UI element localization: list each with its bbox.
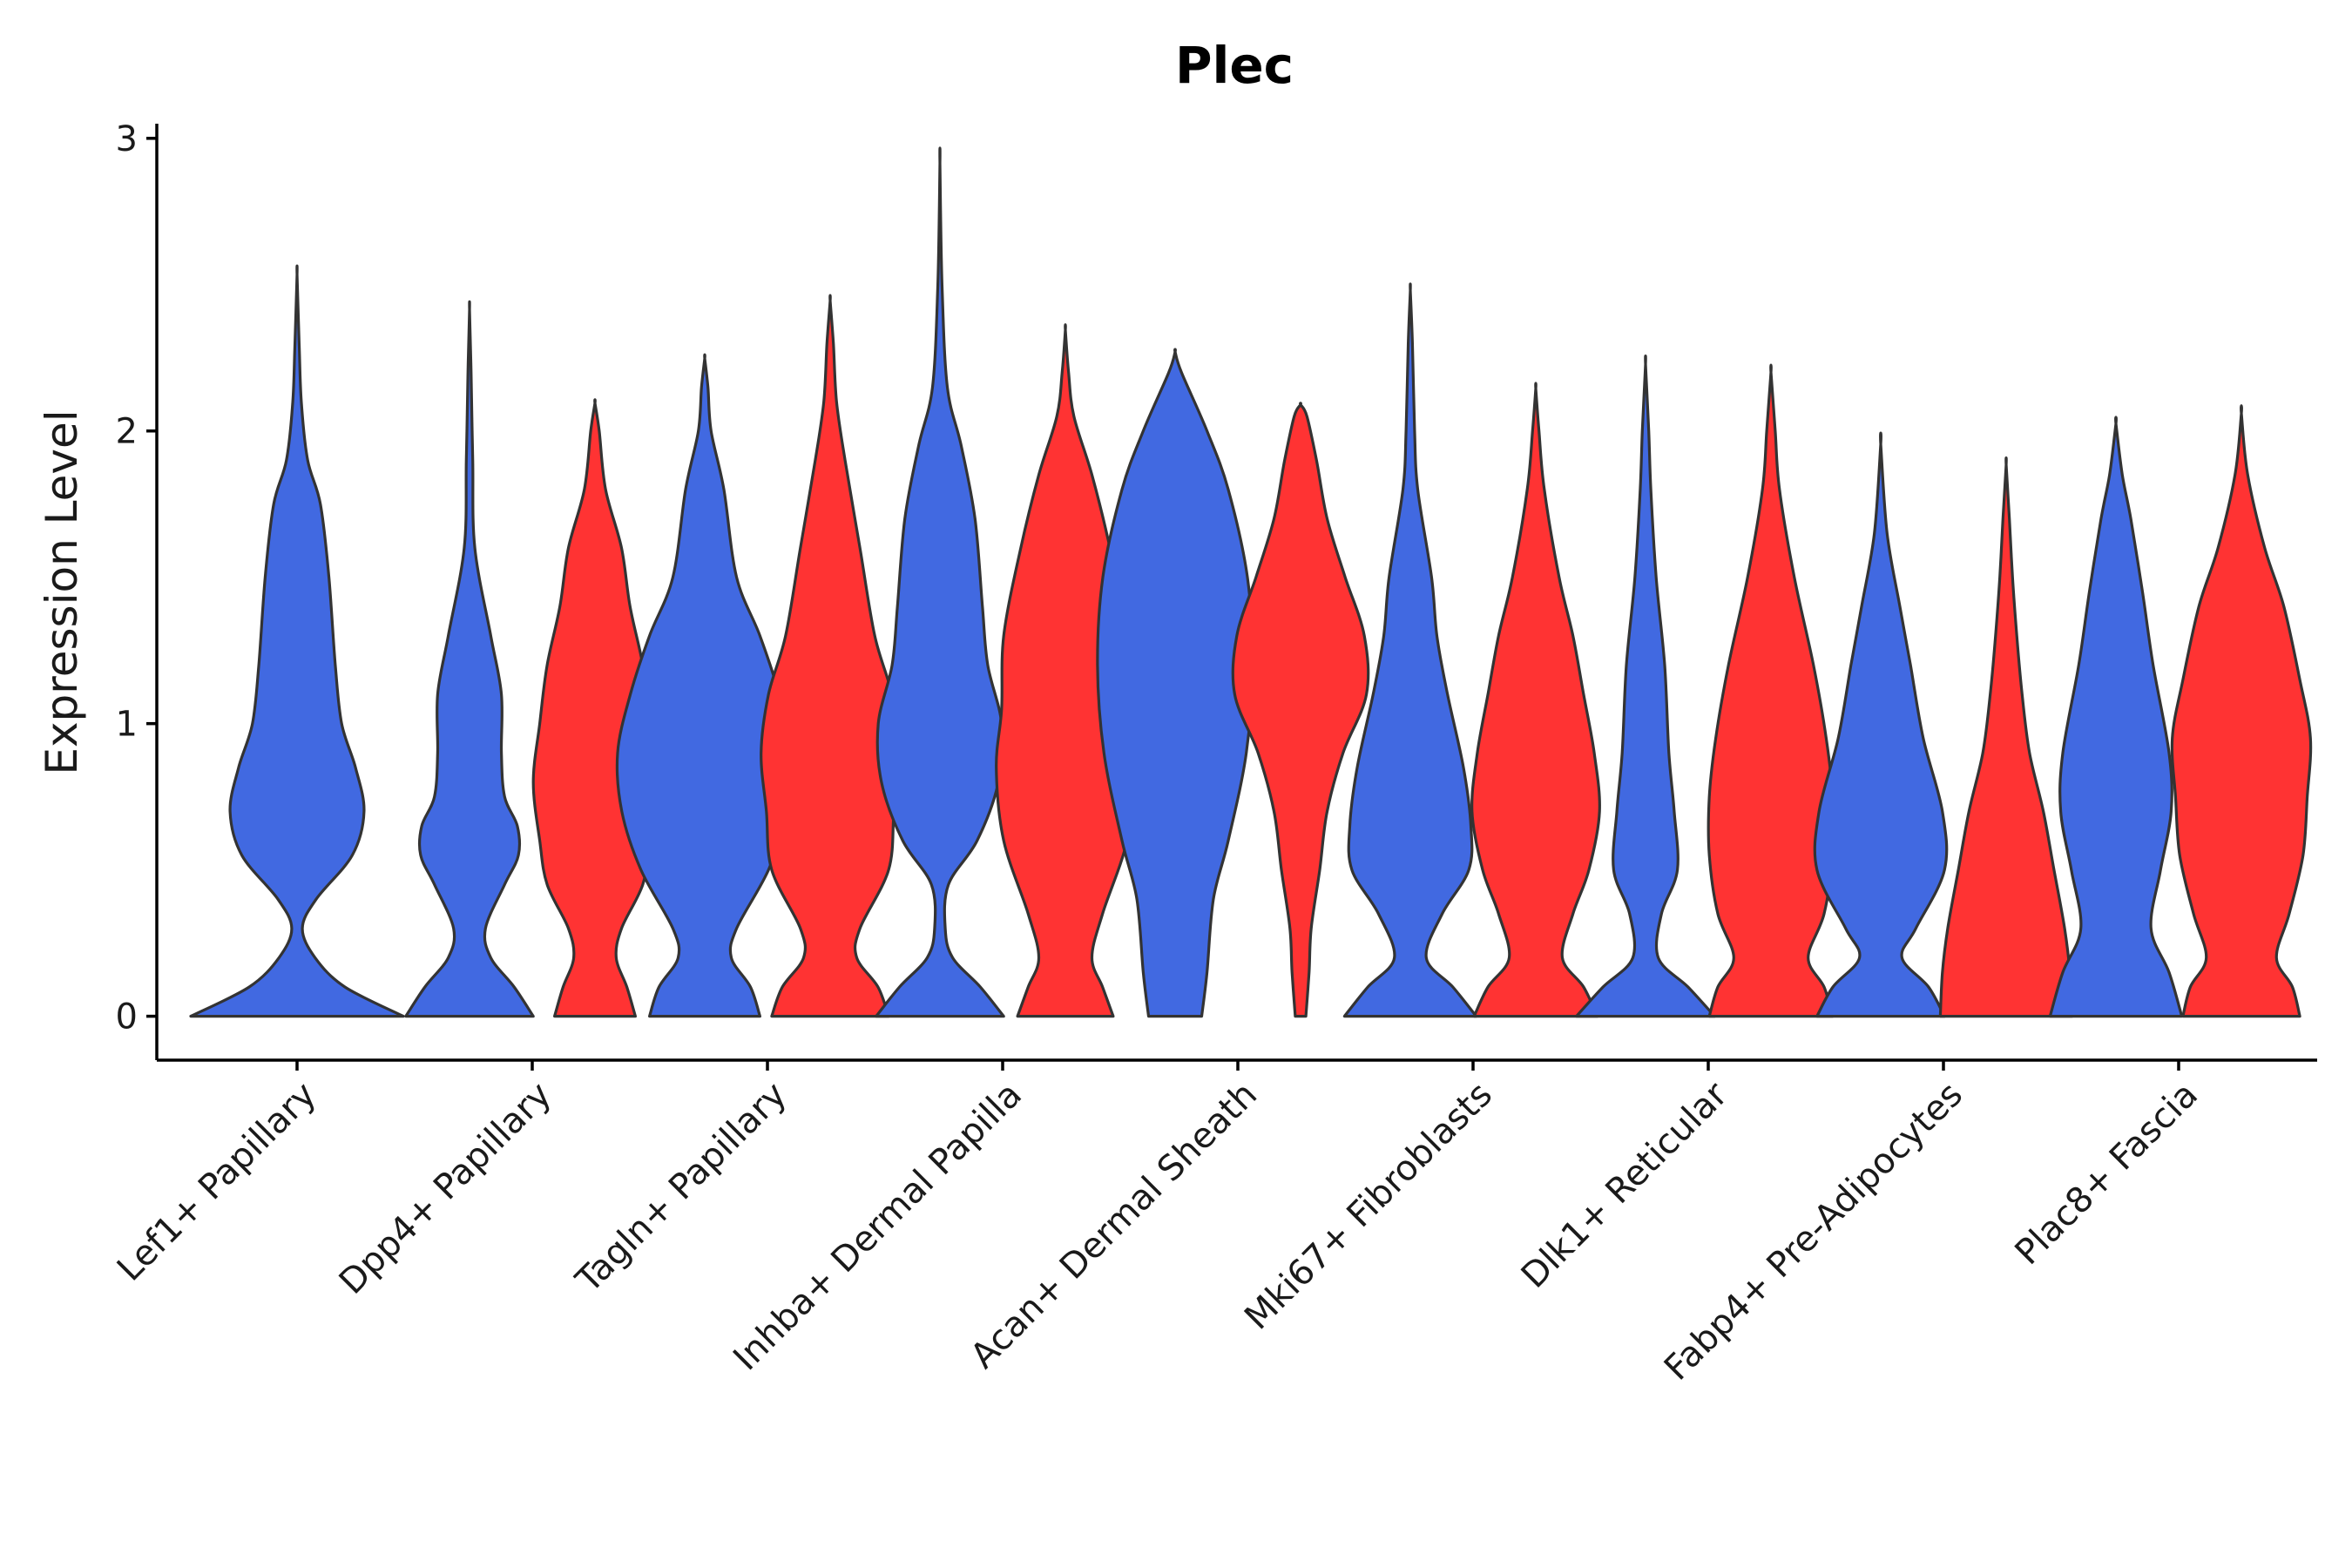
- x-tick-label: Dpp4+ Papillary: [332, 1075, 559, 1302]
- violin-1-fabp4-pre-adipocytes: [1813, 431, 1949, 1018]
- violin-2-fabp4-pre-adipocytes: [1938, 456, 2074, 1018]
- y-axis-ticks: 0 1 2 3: [116, 119, 157, 1037]
- violin-2-tagln-papillary: [760, 294, 901, 1018]
- violin-1-tagln-papillary: [615, 353, 794, 1018]
- violin-2-acan-dermal-sheath: [1231, 402, 1370, 1018]
- x-tick-label: Plac8+ Fascia: [2008, 1075, 2207, 1274]
- y-tick-label: 2: [116, 412, 138, 452]
- violin-series-group: [189, 146, 2313, 1018]
- violin-1-dpp4-papillary: [404, 300, 535, 1018]
- x-tick-label: Lef1+ Papillary: [110, 1075, 324, 1289]
- y-tick-label: 1: [116, 705, 138, 745]
- y-tick-label: 0: [116, 997, 138, 1037]
- violin-2-mki67-fibroblasts: [1470, 382, 1601, 1018]
- x-axis-ticks: Lef1+ Papillary Dpp4+ Papillary Tagln+ Pap…: [110, 1060, 2206, 1389]
- violin-1-dlk1-reticular: [1575, 354, 1716, 1018]
- x-tick-label: Mki67+ Fibroblasts: [1237, 1075, 1500, 1338]
- violin-1-mki67-fibroblasts: [1342, 282, 1478, 1018]
- violin-1-acan-dermal-sheath: [1096, 348, 1254, 1018]
- violin-2-dlk1-reticular: [1707, 363, 1835, 1018]
- x-tick-label: Dlk1+ Reticular: [1514, 1074, 1736, 1296]
- x-tick-label: Tagln+ Papillary: [568, 1075, 794, 1301]
- violin-1-lef1-papillary: [189, 264, 405, 1018]
- chart-title: Plec: [1175, 36, 1294, 95]
- y-axis-label: Expression Level: [37, 409, 87, 774]
- violin-1-inhba-dermal-papilla: [875, 146, 1005, 1018]
- violin-1-plac8-fascia: [2048, 416, 2184, 1018]
- y-tick-label: 3: [116, 119, 138, 159]
- violin-2-plac8-fascia: [2170, 404, 2313, 1018]
